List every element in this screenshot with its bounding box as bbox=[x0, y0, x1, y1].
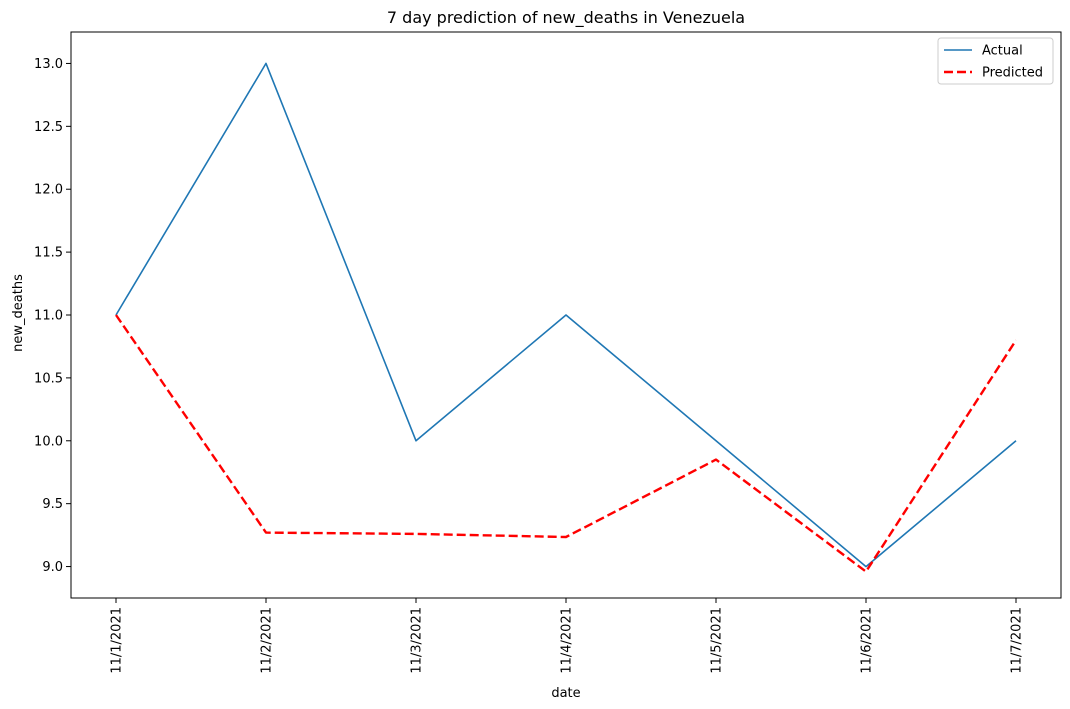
plot-area bbox=[115, 62, 1018, 573]
x-tick-label: 11/5/2021 bbox=[710, 607, 725, 674]
legend-label-predicted: Predicted bbox=[982, 66, 1043, 81]
x-tick-label: 11/3/2021 bbox=[410, 607, 425, 674]
chart-title: 7 day prediction of new_deaths in Venezu… bbox=[387, 8, 745, 28]
legend-label-actual: Actual bbox=[982, 44, 1023, 59]
series-line-predicted bbox=[115, 314, 1018, 573]
y-tick-label: 11.5 bbox=[34, 246, 63, 261]
y-axis-label: new_deaths bbox=[11, 274, 26, 352]
x-axis: 11/1/2021 11/2/2021 11/3/2021 11/4/2021 11/5… bbox=[110, 598, 1025, 674]
y-tick-label: 13.0 bbox=[34, 57, 63, 72]
y-tick-label: 9.5 bbox=[42, 497, 63, 512]
x-tick-label: 11/4/2021 bbox=[560, 607, 575, 674]
y-tick-label: 12.0 bbox=[34, 183, 63, 198]
x-tick-label: 11/6/2021 bbox=[860, 607, 875, 674]
legend: Actual Predicted bbox=[937, 37, 1054, 85]
y-tick-label: 12.5 bbox=[34, 120, 63, 135]
x-axis-label: date bbox=[551, 686, 580, 701]
x-tick-label: 11/1/2021 bbox=[110, 607, 125, 674]
y-tick-label: 10.0 bbox=[34, 434, 63, 449]
y-tick-label: 10.5 bbox=[34, 371, 63, 386]
x-tick-label: 11/7/2021 bbox=[1010, 607, 1025, 674]
y-tick-label: 9.0 bbox=[42, 560, 63, 575]
series-line-actual bbox=[115, 62, 1017, 568]
y-axis: 9.0 9.5 10.0 10.5 11.0 11.5 12.0 12.5 13.0 bbox=[34, 57, 71, 575]
y-tick-label: 11.0 bbox=[34, 309, 63, 324]
x-tick-label: 11/2/2021 bbox=[260, 607, 275, 674]
